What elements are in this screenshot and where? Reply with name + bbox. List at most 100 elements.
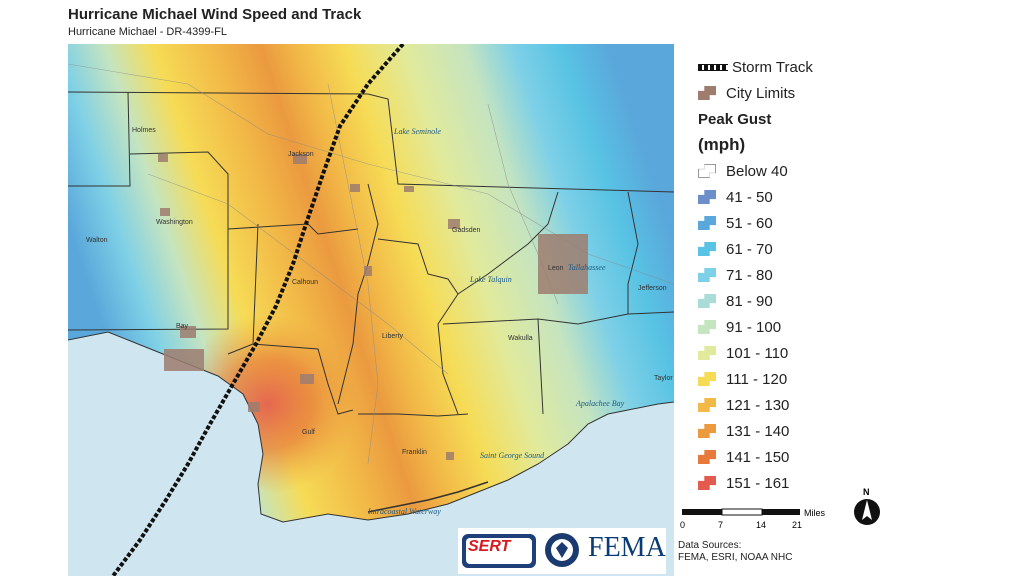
water-labels: Lake Seminole Lake Talquin Apalachee Bay… <box>367 127 625 516</box>
legend-swatch-icon <box>698 346 716 360</box>
legend: Storm Track City Limits Peak Gust (mph) … <box>698 54 878 496</box>
legend-item-label: 121 - 130 <box>726 396 790 414</box>
sert-logo: SERT <box>468 538 511 555</box>
label-lake-talquin: Lake Talquin <box>469 275 512 284</box>
scale-bar: 0 7 14 21 Miles <box>680 506 860 536</box>
label-bay: Bay <box>176 323 189 330</box>
map-view[interactable]: Holmes Jackson Washington Walton Calhoun… <box>68 44 674 576</box>
scale-tick-14: 14 <box>756 520 766 530</box>
legend-item-label: 111 - 120 <box>726 370 788 388</box>
legend-swatch-icon <box>698 242 716 256</box>
legend-storm-track-label: Storm Track <box>732 58 813 76</box>
legend-item: 151 - 161 <box>698 470 878 496</box>
legend-item-label: 131 - 140 <box>726 422 790 440</box>
label-liberty: Liberty <box>382 333 404 340</box>
label-walton: Walton <box>86 237 108 244</box>
legend-swatch-icon <box>698 476 716 490</box>
county-labels: Holmes Jackson Washington Walton Calhoun… <box>86 127 673 456</box>
north-arrow-icon: N <box>852 486 882 530</box>
legend-item: 51 - 60 <box>698 210 878 236</box>
legend-item: 91 - 100 <box>698 314 878 340</box>
legend-item-label: 51 - 60 <box>726 214 773 232</box>
legend-item: 41 - 50 <box>698 184 878 210</box>
legend-peak-gust-unit: (mph) <box>698 132 878 158</box>
legend-city-limits: City Limits <box>698 80 878 106</box>
label-wakulla: Wakulla <box>508 335 533 342</box>
legend-swatch-icon <box>698 424 716 438</box>
legend-storm-track: Storm Track <box>698 54 878 80</box>
sources-list: FEMA, ESRI, NOAA NHC <box>678 552 793 563</box>
city-limits <box>158 154 588 460</box>
label-saint-george-sound: Saint George Sound <box>480 451 545 460</box>
legend-item-label: 101 - 110 <box>726 344 789 362</box>
legend-peak-gust-label: Peak Gust <box>698 110 772 128</box>
label-gadsden: Gadsden <box>452 227 481 234</box>
logo-svg <box>462 533 579 568</box>
legend-item-label: 61 - 70 <box>726 240 773 258</box>
label-leon: Leon <box>548 265 564 272</box>
storm-track <box>111 44 405 576</box>
gulf-of-mexico <box>68 332 674 576</box>
legend-swatch-icon <box>698 268 716 282</box>
legend-item: 101 - 110 <box>698 340 878 366</box>
label-tallahassee: Tallahassee <box>568 263 606 272</box>
label-calhoun: Calhoun <box>292 279 318 286</box>
legend-item-label: 81 - 90 <box>726 292 773 310</box>
scale-bar-svg: 0 7 14 21 Miles <box>680 508 826 530</box>
map-title: Hurricane Michael Wind Speed and Track <box>68 6 362 23</box>
legend-item-label: Below 40 <box>726 162 788 180</box>
legend-swatch-icon <box>698 450 716 464</box>
legend-item-label: 91 - 100 <box>726 318 782 336</box>
label-apalachee-bay: Apalachee Bay <box>575 399 625 408</box>
label-franklin: Franklin <box>402 449 427 456</box>
scale-tick-7: 7 <box>718 520 723 530</box>
scale-tick-0: 0 <box>680 520 685 530</box>
legend-item-label: 141 - 150 <box>726 448 790 466</box>
scale-tick-21: 21 <box>792 520 802 530</box>
legend-unit-label: (mph) <box>698 135 746 154</box>
map-subtitle: Hurricane Michael - DR-4399-FL <box>68 26 227 38</box>
label-holmes: Holmes <box>132 127 156 134</box>
legend-swatch-icon <box>698 216 716 230</box>
coast-line <box>68 331 674 523</box>
scale-unit: Miles <box>804 508 826 518</box>
legend-item: 81 - 90 <box>698 288 878 314</box>
legend-item: 121 - 130 <box>698 392 878 418</box>
label-washington: Washington <box>156 219 193 226</box>
legend-swatch-icon <box>698 372 716 386</box>
barrier-island <box>367 481 489 513</box>
label-lake-seminole: Lake Seminole <box>393 127 441 136</box>
north-arrow-svg: N <box>854 487 880 525</box>
legend-swatch-icon <box>698 294 716 308</box>
county-boundaries <box>68 91 674 417</box>
legend-item-label: 151 - 161 <box>726 474 790 492</box>
fema-logo: FEMA <box>588 532 666 563</box>
wind-map-svg: Holmes Jackson Washington Walton Calhoun… <box>68 44 674 576</box>
label-taylor: Taylor <box>654 375 673 382</box>
legend-item: 61 - 70 <box>698 236 878 262</box>
north-label: N <box>863 487 870 497</box>
label-jefferson: Jefferson <box>638 285 667 292</box>
agency-logos <box>458 528 666 574</box>
legend-item-label: 71 - 80 <box>726 266 773 284</box>
legend-item: 71 - 80 <box>698 262 878 288</box>
city-limits-icon <box>698 86 716 100</box>
sources-heading: Data Sources: <box>678 540 742 551</box>
storm-track-icon <box>698 63 728 71</box>
label-intracoastal-waterway: Intracoastal Waterway <box>367 507 441 516</box>
legend-swatch-icon <box>698 164 716 178</box>
legend-item-label: 41 - 50 <box>726 188 773 206</box>
legend-item: 141 - 150 <box>698 444 878 470</box>
legend-item: 131 - 140 <box>698 418 878 444</box>
legend-swatch-icon <box>698 320 716 334</box>
legend-items: Below 40 41 - 50 51 - 60 61 - 70 71 - 80 81 -… <box>698 158 878 496</box>
legend-city-limits-label: City Limits <box>726 84 796 102</box>
legend-peak-gust: Peak Gust <box>698 106 878 132</box>
legend-swatch-icon <box>698 398 716 412</box>
legend-item: Below 40 <box>698 158 878 184</box>
legend-item: 111 - 120 <box>698 366 878 392</box>
legend-swatch-icon <box>698 190 716 204</box>
data-sources: Data Sources: FEMA, ESRI, NOAA NHC <box>678 540 792 564</box>
label-gulf: Gulf <box>302 429 315 436</box>
label-jackson: Jackson <box>288 151 314 158</box>
